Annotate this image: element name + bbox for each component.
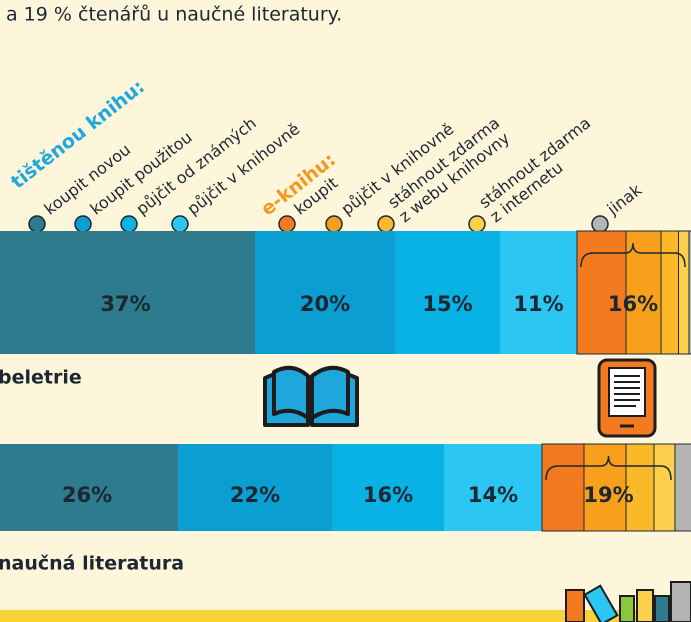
book-icon [265,368,357,425]
value-label: 20% [300,292,350,316]
value-label: 22% [230,483,280,507]
legend-marker [378,216,394,232]
bracket-label: 16% [608,292,658,316]
value-label: 16% [363,483,413,507]
bar-segment [679,231,690,354]
legend-marker [121,216,137,232]
value-label: 11% [513,292,563,316]
bottom-strip [0,610,691,622]
value-label: 15% [422,292,472,316]
legend-marker [75,216,91,232]
bracket-label: 19% [583,483,633,507]
bar-segment [654,444,675,531]
intro-text: a 19 % čtenářů u naučné literatury. [6,4,342,26]
legend-marker [172,216,188,232]
legend-marker [326,216,342,232]
legend-marker [592,216,608,232]
ereader-icon [599,360,655,436]
value-label: 37% [100,292,150,316]
row-label: beletrie [0,367,82,389]
bar-segment [542,444,584,531]
value-label: 14% [468,483,518,507]
infographic: a 19 % čtenářů u naučné literatury. koup… [0,0,691,622]
bar-segment [661,231,679,354]
legend-marker [279,216,295,232]
value-label: 26% [62,483,112,507]
row-label: naučná literatura [0,553,184,575]
legend-marker [29,216,45,232]
legend-marker [469,216,485,232]
bar-segment [675,444,691,531]
